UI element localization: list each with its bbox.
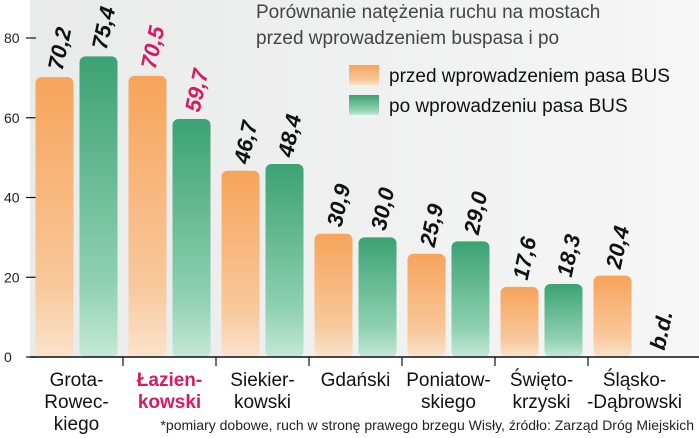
- category-label: Łazien-: [137, 370, 202, 391]
- legend-swatch-after: [349, 95, 379, 115]
- legend: przed wprowadzeniem pasa BUS po wprowadz…: [349, 65, 670, 117]
- category-label: -Dąbrowski: [587, 392, 682, 413]
- bar-before: [128, 75, 167, 357]
- y-tick-label: 0: [4, 349, 12, 365]
- category-label: Gdański: [321, 370, 391, 391]
- bar-before: [593, 275, 632, 357]
- legend-label-before: przed wprowadzeniem pasa BUS: [389, 66, 670, 87]
- category-label: skiego: [421, 392, 476, 413]
- bar-before: [221, 170, 260, 357]
- category-label: Poniatow-: [406, 370, 491, 391]
- bar-after: [451, 241, 490, 357]
- chart-title-line-2: przed wprowadzeniem buspasa i po: [256, 28, 559, 49]
- bar-after: [172, 118, 211, 357]
- footnote: *pomiary dobowe, ruch w stronę prawego b…: [160, 417, 694, 433]
- chart-title: Porównanie natężenia ruchu na mostach pr…: [256, 2, 600, 49]
- category-label: krzyski: [512, 392, 570, 413]
- bar-before: [35, 77, 74, 357]
- x-axis-ticks: [122, 357, 589, 366]
- bars-layer: [35, 56, 632, 357]
- bar-after: [79, 56, 118, 357]
- category-label: Grota-: [50, 370, 104, 391]
- y-tick-label: 40: [4, 190, 20, 206]
- category-label: Święto-: [510, 369, 573, 391]
- legend-swatch-before: [349, 65, 379, 85]
- x-axis-labels: Grota-Rowec-kiegoŁazien-kowskiSiekier-ko…: [44, 369, 682, 435]
- chart-title-line-1: Porównanie natężenia ruchu na mostach: [256, 2, 600, 23]
- category-label: Siekier-: [230, 370, 294, 391]
- y-axis: 0 20 40 60 80: [4, 30, 36, 365]
- y-tick-label: 20: [4, 269, 20, 285]
- category-label: kowski: [138, 392, 201, 413]
- bar-before: [407, 253, 446, 357]
- bar-before: [314, 233, 353, 357]
- bar-after: [358, 237, 397, 357]
- category-label: Rowec-: [44, 392, 108, 413]
- value-labels: 70,2 75,4 70,559,746,7 48,430,9 30,0 25,9 29,0…: [43, 4, 678, 352]
- bar-before: [500, 286, 539, 357]
- legend-label-after: po wprowadzeniu pasa BUS: [389, 96, 628, 117]
- bar-after: [544, 284, 583, 357]
- category-label: Śląsko-: [603, 369, 666, 391]
- y-tick-label: 80: [4, 30, 20, 46]
- category-label: kiego: [54, 414, 99, 435]
- bar-after: [265, 164, 304, 357]
- y-tick-label: 60: [4, 110, 20, 126]
- category-label: kowski: [234, 392, 291, 413]
